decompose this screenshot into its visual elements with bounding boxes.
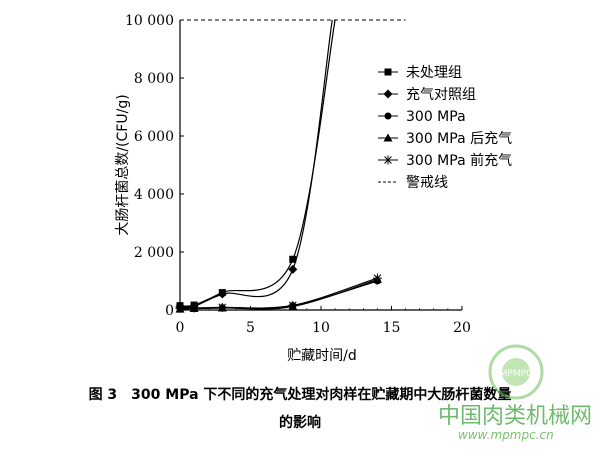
marker-5-2 [189, 303, 199, 313]
legend-label-2: 充气对照组 [406, 87, 476, 103]
series-line-2 [179, 19, 333, 308]
y-tick-label: 2 000 [134, 245, 174, 261]
y-axis-label: 大肠杆菌总数/(CFU/g) [115, 94, 131, 235]
series-group [175, 19, 382, 313]
legend-label-5: 300 MPa 前充气 [406, 152, 512, 169]
marker-5-3 [217, 302, 227, 312]
watermark-url: www.mpmpc.cn [458, 428, 554, 442]
y-tick-label: 4 000 [134, 187, 174, 203]
legend-label-3: 300 MPa [406, 109, 466, 125]
x-tick-label: 10 [312, 320, 330, 336]
y-tick-label: 6 000 [134, 129, 174, 145]
x-axis-label: 贮藏时间/d [287, 348, 357, 364]
figure-caption-line-1: 图 3 300 MPa 下不同的充气处理对肉样在贮藏期中大肠杆菌数量 [88, 387, 512, 403]
chart: 0 5 10 15 20 0 2 000 4 000 6 000 8 000 10 000 未处理组… [115, 13, 512, 364]
x-tick-label: 5 [246, 320, 255, 336]
legend-label-1: 未处理组 [406, 65, 462, 81]
chart-axes: 0 5 10 15 20 0 2 000 4 000 6 000 8 000 10 000 [125, 13, 471, 336]
marker-1-4 [289, 255, 297, 263]
x-tick-label: 0 [176, 320, 185, 336]
marker-5-5 [372, 273, 382, 283]
logo-center [502, 358, 530, 386]
marker-2-3 [217, 289, 227, 299]
legend-label-4: 300 MPa 后充气 [406, 131, 512, 147]
series-line-1 [179, 19, 336, 307]
marker-legend-2 [383, 89, 393, 99]
y-tick-label: 10 000 [125, 13, 174, 29]
marker-5-1 [175, 303, 185, 313]
watermark: MPMPC 中国肉类机械网 www.mpmpc.cn [436, 342, 596, 452]
watermark-logo: MPMPC [488, 344, 544, 400]
y-tick-label: 8 000 [134, 71, 174, 87]
marker-legend-3 [384, 112, 392, 120]
series-line-4 [179, 278, 378, 310]
series-line-3 [179, 280, 378, 310]
logo-text: MPMPC [500, 369, 533, 379]
marker-2-4 [288, 264, 298, 274]
x-tick-label: 20 [453, 320, 471, 336]
gear-icon [488, 344, 544, 400]
series-line-5 [179, 277, 378, 309]
x-tick-label: 15 [383, 320, 401, 336]
marker-legend-4 [383, 133, 393, 142]
watermark-brand: 中国肉类机械网 [438, 404, 593, 429]
marker-legend-1 [384, 68, 392, 76]
legend-label-threshold: 警戒线 [406, 175, 448, 191]
marker-5-4 [288, 300, 298, 310]
figure-caption-line-2: 的影响 [279, 415, 321, 431]
y-tick-label: 0 [165, 303, 174, 319]
marker-legend-5 [383, 155, 393, 165]
